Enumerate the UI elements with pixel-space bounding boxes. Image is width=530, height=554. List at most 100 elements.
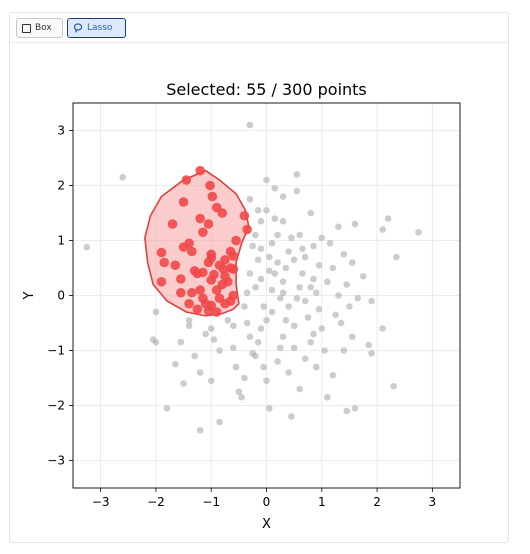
selected-point	[205, 180, 215, 191]
unselected-point	[318, 325, 326, 332]
unselected-point	[285, 369, 292, 376]
unselected-point	[263, 377, 270, 385]
unselected-point	[279, 217, 287, 225]
selected-point	[181, 175, 192, 185]
y-tick-label: 2	[57, 179, 65, 193]
unselected-point	[163, 404, 171, 412]
lasso-select-button[interactable]: Lasso	[67, 18, 126, 38]
chart-title: Selected: 55 / 300 points	[166, 80, 367, 99]
unselected-point	[299, 270, 306, 277]
unselected-point	[263, 316, 270, 324]
selected-point	[217, 279, 228, 290]
unselected-point	[301, 297, 309, 305]
unselected-point	[207, 377, 215, 385]
unselected-point	[254, 206, 262, 214]
unselected-point	[224, 316, 232, 324]
x-tick-label: −3	[92, 495, 110, 509]
y-tick-label: 3	[57, 124, 65, 138]
selected-point	[203, 219, 214, 229]
unselected-point	[324, 278, 331, 286]
unselected-point	[368, 297, 375, 305]
unselected-point	[324, 393, 331, 401]
unselected-point	[293, 171, 301, 178]
unselected-point	[243, 289, 251, 297]
unselected-point	[241, 303, 248, 310]
selected-point	[207, 191, 218, 202]
selected-point	[187, 246, 197, 257]
unselected-point	[207, 325, 215, 332]
y-tick-label: −1	[47, 344, 65, 358]
unselected-point	[384, 215, 392, 222]
unselected-point	[346, 303, 353, 310]
unselected-point	[271, 270, 279, 277]
unselected-point	[243, 319, 251, 327]
unselected-point	[307, 209, 315, 217]
unselected-point	[315, 305, 323, 313]
unselected-point	[335, 292, 342, 299]
unselected-point	[307, 338, 315, 346]
selected-point	[184, 298, 194, 309]
x-tick-label: 3	[429, 495, 437, 509]
selected-point	[228, 264, 239, 274]
unselected-point	[235, 388, 243, 396]
unselected-point	[249, 242, 256, 250]
unselected-point	[274, 358, 281, 365]
unselected-point	[277, 294, 284, 302]
selected-point	[225, 296, 236, 306]
unselected-point	[216, 347, 223, 354]
box-select-label: Box	[35, 23, 52, 33]
unselected-point	[279, 193, 287, 200]
unselected-point	[271, 215, 279, 222]
unselected-point	[246, 121, 254, 129]
unselected-point	[230, 322, 237, 330]
unselected-point	[83, 243, 91, 251]
unselected-point	[263, 206, 270, 214]
selected-point	[192, 304, 203, 315]
unselected-point	[252, 352, 259, 360]
selected-point	[176, 274, 186, 284]
unselected-point	[307, 283, 315, 291]
unselected-point	[310, 242, 317, 250]
unselected-point	[348, 333, 356, 341]
unselected-point	[393, 253, 400, 261]
selected-points	[156, 165, 252, 317]
unselected-point	[246, 195, 254, 203]
unselected-point	[268, 286, 276, 294]
unselected-point	[268, 239, 276, 247]
unselected-point	[241, 374, 248, 382]
unselected-point	[296, 283, 303, 291]
unselected-point	[265, 253, 273, 261]
unselected-point	[312, 289, 320, 297]
selected-point	[217, 208, 228, 218]
unselected-point	[257, 217, 265, 225]
unselected-point	[285, 303, 292, 310]
unselected-point	[277, 344, 284, 352]
unselected-point	[354, 294, 362, 302]
unselected-point	[180, 380, 187, 387]
unselected-point	[260, 303, 268, 310]
box-select-button[interactable]: Box	[16, 18, 63, 38]
unselected-point	[359, 272, 367, 280]
selected-point	[228, 251, 239, 261]
unselected-point	[351, 404, 359, 412]
unselected-point	[119, 173, 127, 181]
unselected-point	[332, 311, 339, 319]
unselected-point	[299, 245, 306, 253]
unselected-point	[232, 363, 240, 371]
unselected-point	[202, 330, 209, 338]
unselected-point	[216, 418, 223, 426]
box-select-icon	[22, 23, 31, 33]
selected-point	[187, 287, 197, 298]
unselected-point	[288, 234, 295, 242]
unselected-point	[230, 344, 237, 352]
x-tick-label: −1	[202, 495, 220, 509]
unselected-point	[265, 267, 273, 275]
x-tick-label: 1	[318, 495, 326, 509]
unselected-point	[351, 220, 359, 228]
unselected-point	[290, 322, 298, 330]
unselected-point	[301, 253, 309, 261]
selected-point	[198, 227, 208, 238]
selected-point	[195, 213, 205, 224]
unselected-point	[310, 330, 317, 338]
